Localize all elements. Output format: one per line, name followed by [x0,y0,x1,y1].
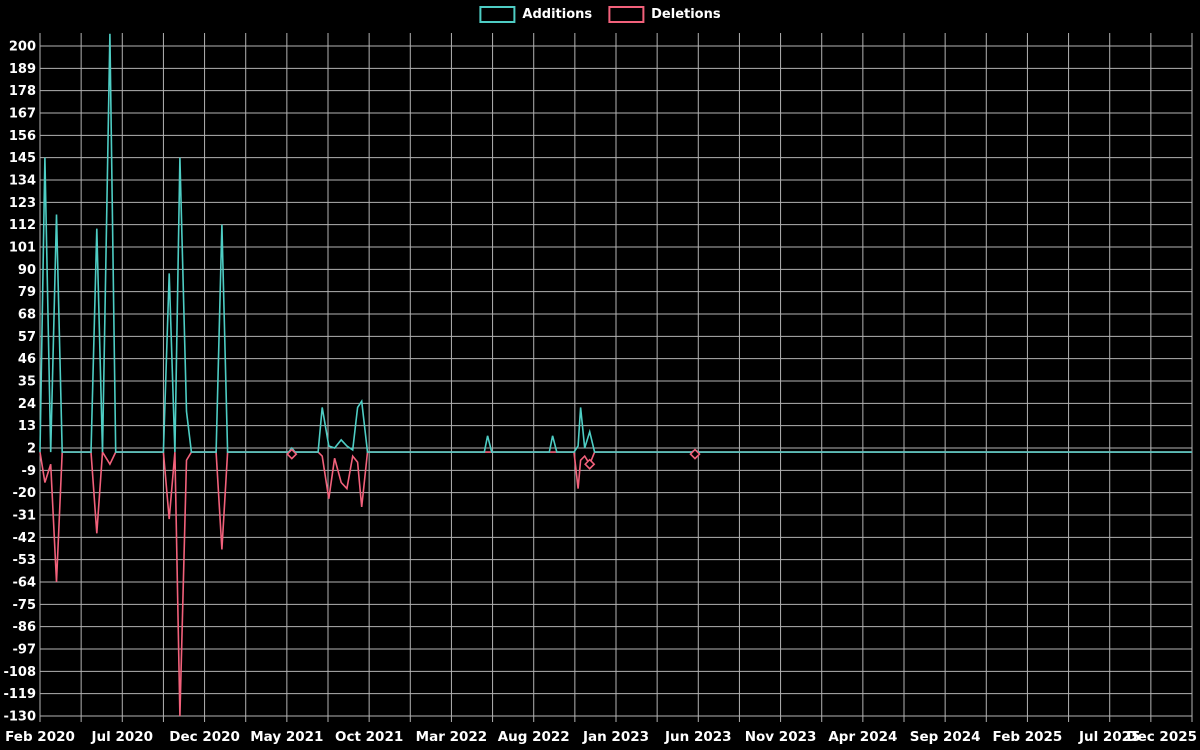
legend-item-additions: Additions [479,6,592,23]
vertical-gridlines [39,33,1193,722]
y-tick-label: -97 [13,643,37,658]
x-axis-labels: Feb 2020 Jul 2020 Dec 2020 May 2021 Oct 2021… [5,729,1197,745]
y-tick-label: 46 [18,352,36,367]
y-tick-label: 24 [18,397,36,412]
data-point-marker [689,448,701,460]
additions-swatch [479,6,516,23]
x-tick-label: Aug 2022 [498,729,570,745]
y-tick-label: 112 [9,218,36,233]
x-tick-label: Feb 2020 [5,729,75,745]
y-tick-label: 90 [18,263,36,278]
y-tick-label: 145 [9,151,36,166]
x-tick-label: Jul 2020 [91,729,154,745]
x-tick-label: Nov 2023 [745,729,817,745]
y-tick-label: -20 [13,486,37,501]
chart-legend: Additions Deletions [479,6,721,23]
y-tick-label: 123 [9,196,36,211]
y-tick-label: -9 [22,464,36,479]
y-tick-label: -75 [13,598,37,613]
y-tick-label: 167 [9,107,36,122]
legend-label-additions: Additions [522,7,593,22]
y-tick-label: 200 [9,40,36,55]
y-tick-label: -86 [13,620,37,635]
x-tick-label: Jul 2025 [1078,729,1141,745]
x-tick-label: Dec 2020 [169,729,240,745]
y-axis-labels: 200 189 178 167 156 145 134 123 112 101 90 79 68 57 46… [3,40,36,725]
y-tick-label: 134 [9,174,36,189]
deletions-line [39,449,1192,717]
data-point-marker [584,458,596,470]
x-tick-label: Sep 2024 [910,729,981,745]
y-tick-label: -42 [13,531,37,546]
legend-item-deletions: Deletions [608,6,721,23]
x-tick-label: Oct 2021 [335,729,403,745]
point-markers [286,448,701,470]
x-tick-label: Apr 2024 [828,729,897,745]
x-tick-label: Dec 2025 [1126,729,1197,745]
x-tick-label: May 2021 [250,729,323,745]
y-tick-label: 13 [18,419,36,434]
y-tick-label: -64 [13,576,37,591]
y-tick-label: 57 [18,330,36,345]
y-tick-label: 101 [9,241,36,256]
y-tick-label: 68 [18,308,36,323]
y-tick-label: 2 [27,442,36,457]
x-tick-label: Feb 2025 [993,729,1063,745]
horizontal-gridlines [40,45,1192,717]
y-tick-label: 35 [18,375,36,390]
y-tick-label: -119 [3,687,36,702]
legend-label-deletions: Deletions [651,7,721,22]
additions-line [39,33,1192,453]
deletions-swatch [608,6,645,23]
x-tick-label: Jan 2023 [582,729,649,745]
y-tick-label: -31 [13,509,37,524]
y-tick-label: 178 [9,84,36,99]
y-tick-label: -130 [3,710,36,725]
y-tick-label: 79 [18,285,36,300]
y-tick-label: 189 [9,62,36,77]
data-point-marker [286,448,298,460]
y-tick-label: -53 [13,553,37,568]
x-tick-label: Mar 2022 [416,729,487,745]
x-tick-label: Jun 2023 [664,729,732,745]
y-tick-label: -108 [3,665,36,680]
y-tick-label: 156 [9,129,36,144]
